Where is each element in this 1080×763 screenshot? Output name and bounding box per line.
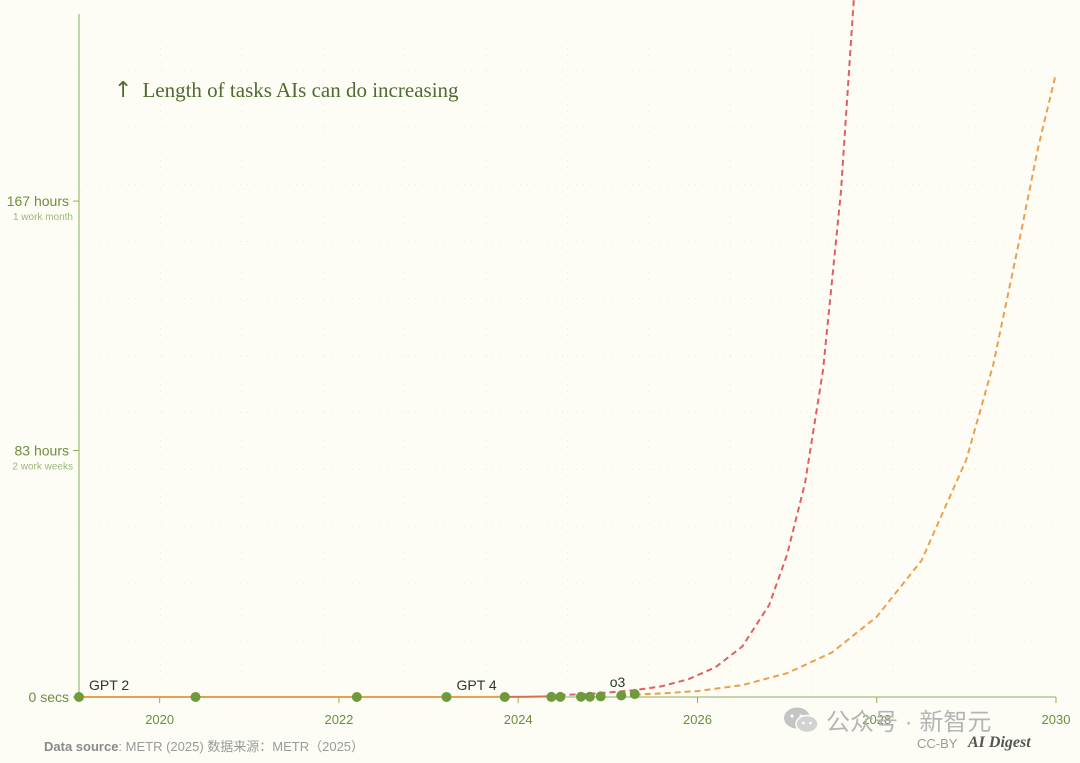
wechat-icon [784,707,819,733]
data-point [575,691,586,702]
annotation-text: Length of tasks AIs can do increasing [142,78,459,102]
y-tick-label: 0 secs [29,689,69,705]
data-label: GPT 2 [89,677,129,693]
x-tick-label: 2026 [683,712,712,727]
x-tick-label: 2028 [862,712,891,727]
brand-logo: AI Digest [968,734,1031,751]
data-point [595,691,606,702]
series-line-dashed [634,73,1057,696]
data-point [441,691,452,702]
license: CC-BY [917,736,958,751]
data-point [190,692,201,702]
data-point [555,691,566,702]
points-layer [74,689,640,702]
data-point [629,689,640,700]
x-tick-label: 2022 [324,712,353,727]
labels-layer: GPT 2 GPT 4 o3 [89,674,626,693]
up-arrow-icon: ↑ [114,78,133,103]
y-tick-sublabel: 2 work weeks [12,462,73,473]
chart-annotation: ↑ Length of tasks AIs can do increasing [114,78,459,103]
watermark-text: 公众号 · 新智元 [826,709,992,736]
series-line-solid [504,695,550,698]
y-tick-sublabel: 1 work month [13,212,73,223]
data-source: Data source: METR (2025) 数据来源：METR（2025） [44,736,364,755]
y-tick-label: 83 hours [15,443,69,459]
data-point [351,692,362,702]
series-line-dashed [549,0,855,697]
data-label: GPT 4 [456,677,496,693]
data-point [74,692,84,702]
data-point [616,690,627,701]
x-tick-label: 2024 [504,712,533,727]
grid [79,34,1056,697]
data-source-label: Data source [44,739,119,754]
data-point [499,691,510,702]
data-point [546,691,557,702]
data-point [584,691,595,702]
data-source-text: : METR (2025) 数据来源：METR（2025） [118,739,365,754]
axes: 2020 2022 2024 2026 2028 2030 0 secs 83 hours 2 … [7,14,1071,727]
y-tick-label: 167 hours [7,193,69,209]
data-label: o3 [610,674,626,690]
x-tick-label: 2020 [145,712,174,727]
watermark: 公众号 · 新智元 [782,702,991,737]
x-tick-label: 2030 [1042,712,1071,727]
